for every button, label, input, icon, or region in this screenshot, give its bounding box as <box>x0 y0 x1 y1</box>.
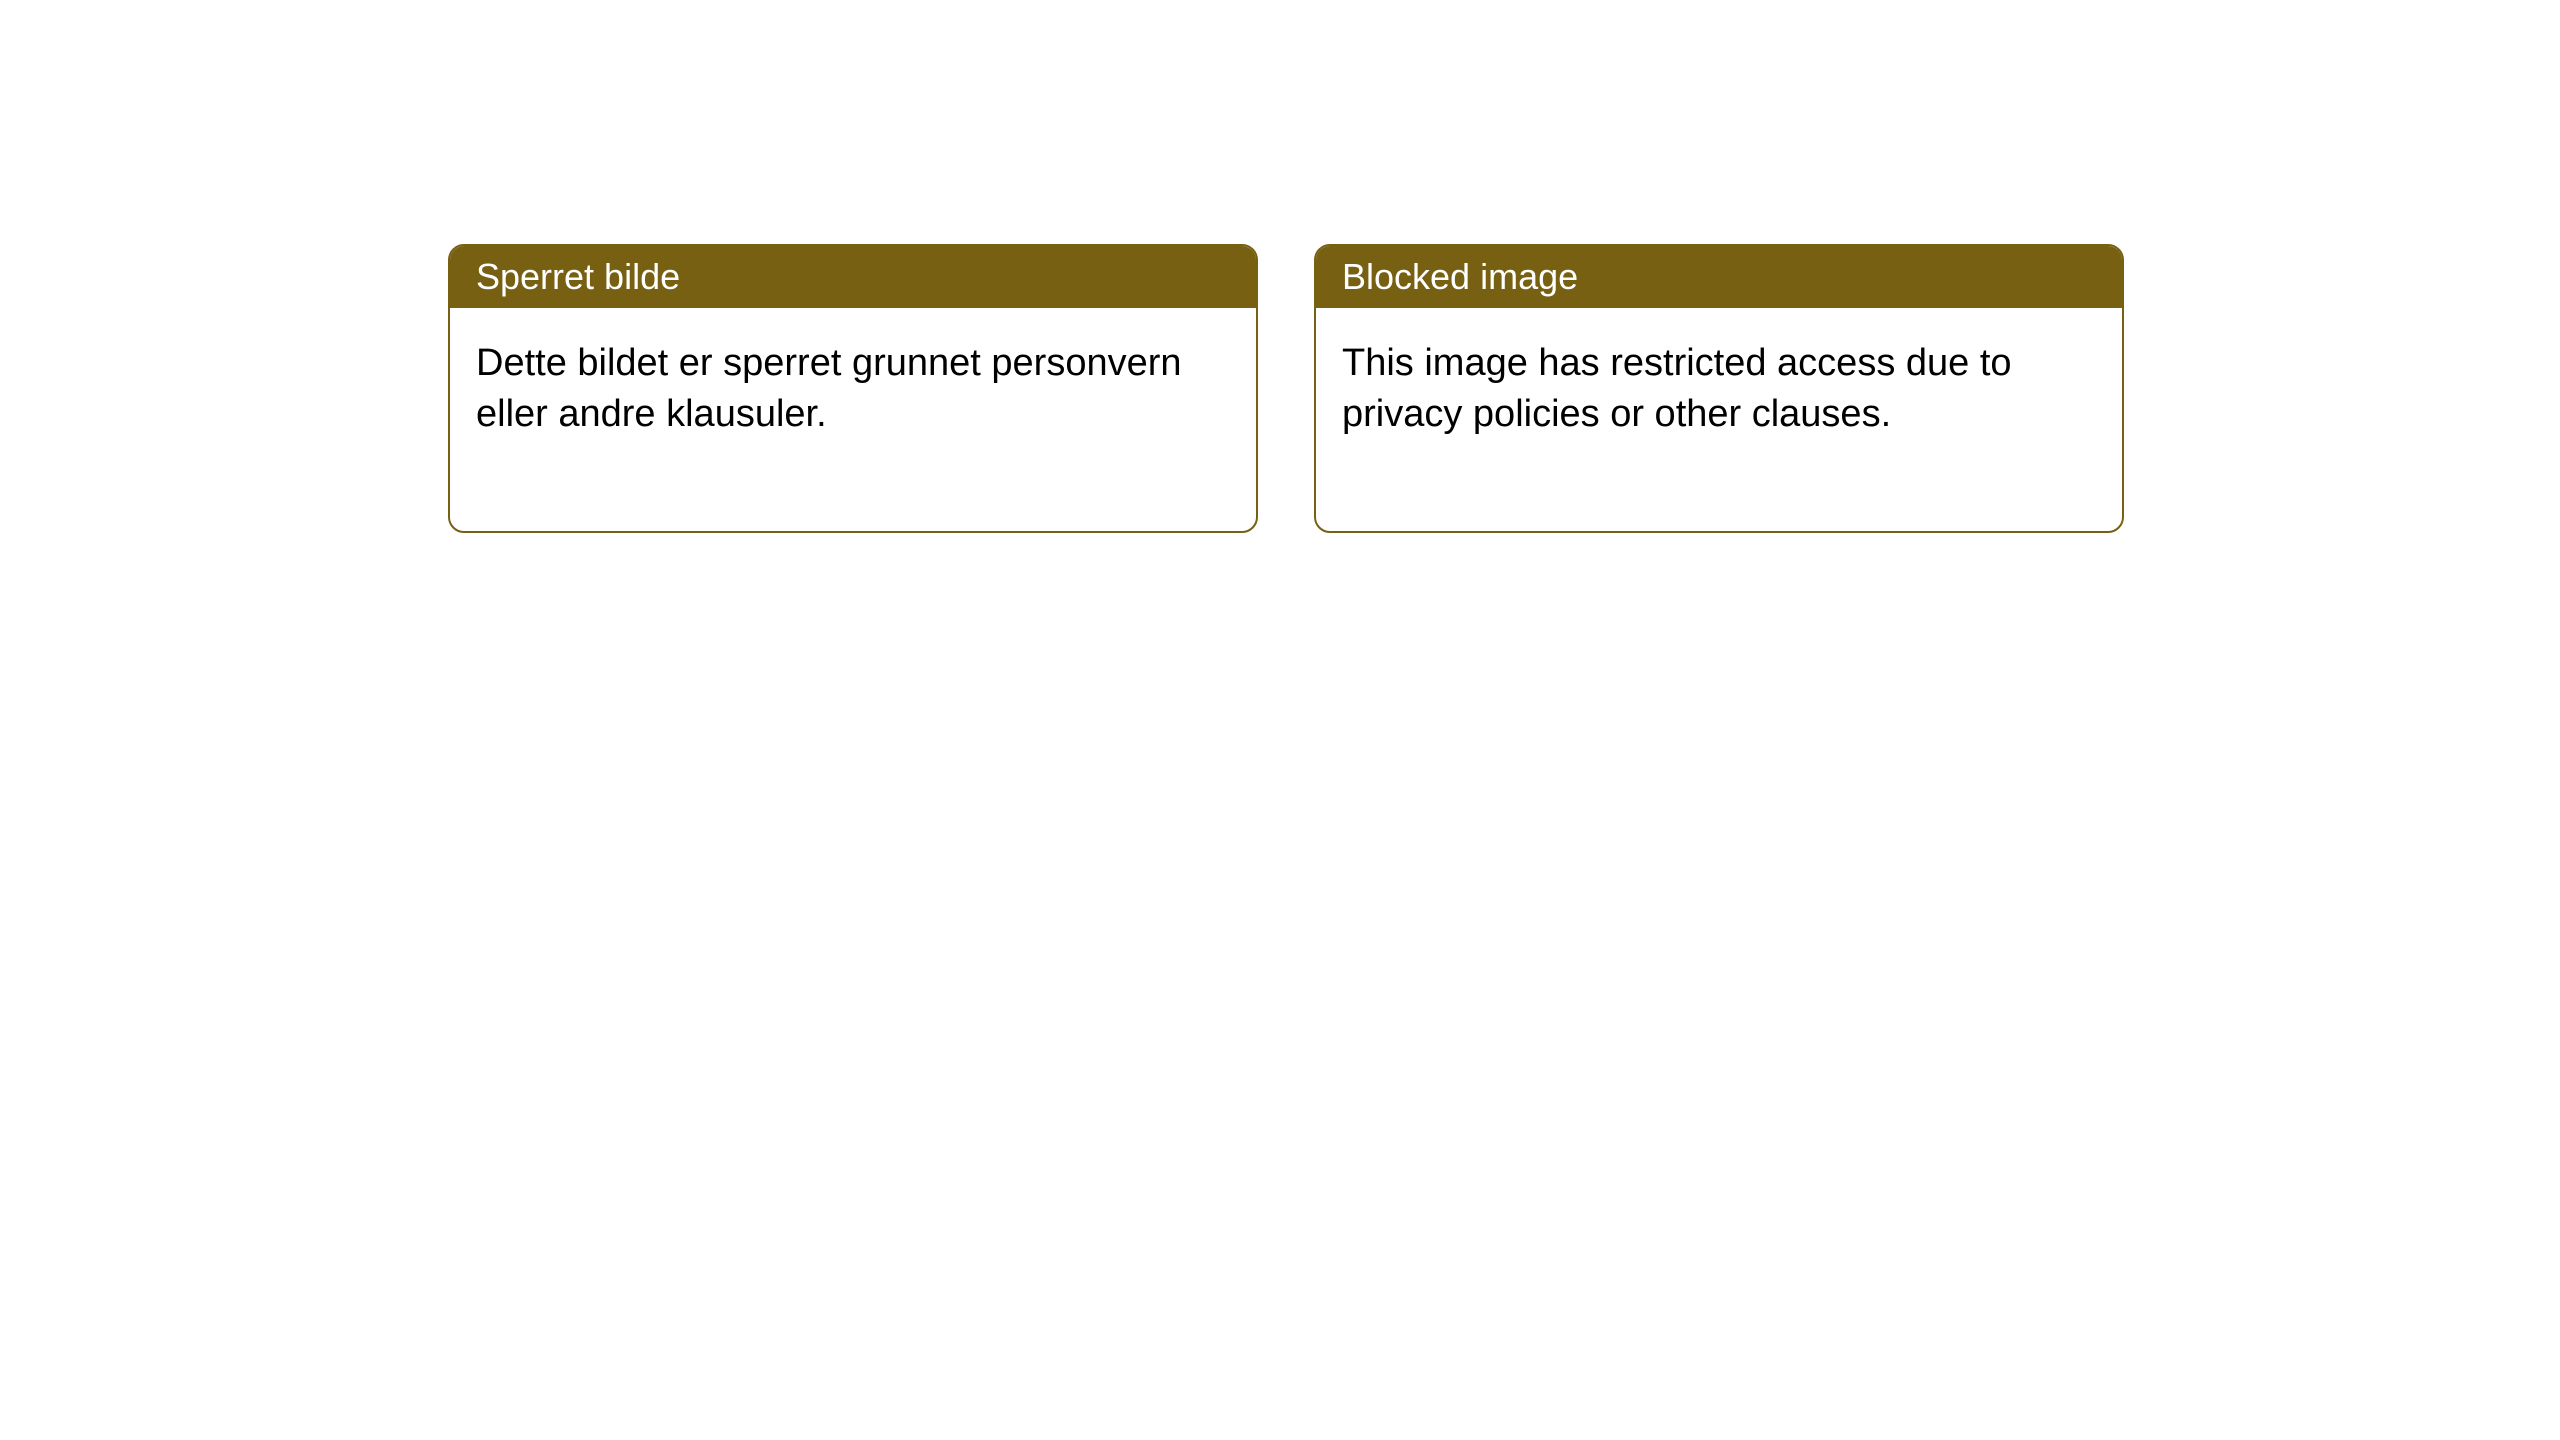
notices-container: Sperret bilde Dette bildet er sperret gr… <box>448 244 2124 533</box>
notice-body: Dette bildet er sperret grunnet personve… <box>450 308 1256 531</box>
notice-box-english: Blocked image This image has restricted … <box>1314 244 2124 533</box>
notice-box-norwegian: Sperret bilde Dette bildet er sperret gr… <box>448 244 1258 533</box>
notice-title: Blocked image <box>1316 246 2122 308</box>
notice-body: This image has restricted access due to … <box>1316 308 2122 531</box>
notice-title: Sperret bilde <box>450 246 1256 308</box>
